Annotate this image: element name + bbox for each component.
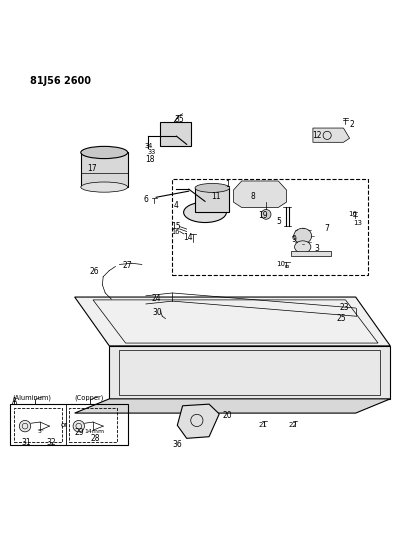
Text: 21: 21 bbox=[258, 422, 267, 429]
Text: 15: 15 bbox=[171, 222, 180, 231]
Text: 33: 33 bbox=[147, 149, 155, 155]
Text: 2: 2 bbox=[348, 120, 353, 130]
Text: 26: 26 bbox=[89, 267, 99, 276]
Text: 10: 10 bbox=[275, 262, 284, 268]
Text: 25: 25 bbox=[336, 314, 345, 323]
Text: A: A bbox=[12, 397, 18, 406]
Text: 13: 13 bbox=[352, 220, 361, 226]
Text: (Copper): (Copper) bbox=[74, 394, 103, 401]
Text: or: or bbox=[61, 422, 68, 427]
Text: 30: 30 bbox=[152, 308, 162, 317]
Text: 6: 6 bbox=[143, 195, 148, 204]
Circle shape bbox=[261, 209, 270, 219]
Text: 24: 24 bbox=[151, 294, 161, 303]
Text: 81J56 2600: 81J56 2600 bbox=[30, 76, 91, 86]
Circle shape bbox=[19, 421, 31, 432]
Bar bbox=[81, 152, 127, 187]
Text: 29: 29 bbox=[74, 428, 84, 437]
Text: 3: 3 bbox=[314, 245, 319, 254]
Ellipse shape bbox=[81, 182, 127, 192]
Polygon shape bbox=[74, 297, 389, 346]
Text: 32: 32 bbox=[46, 438, 56, 447]
Text: 22: 22 bbox=[288, 422, 296, 429]
Circle shape bbox=[73, 421, 84, 432]
Text: 7: 7 bbox=[324, 224, 329, 233]
Text: 23: 23 bbox=[339, 303, 348, 312]
Text: 20: 20 bbox=[222, 410, 231, 419]
Ellipse shape bbox=[195, 183, 229, 192]
Text: 31: 31 bbox=[22, 438, 31, 447]
Text: 5: 5 bbox=[275, 217, 280, 226]
Bar bbox=[10, 404, 128, 445]
Text: 28: 28 bbox=[90, 434, 99, 443]
Text: 14: 14 bbox=[183, 233, 192, 243]
Bar bbox=[160, 122, 190, 147]
Polygon shape bbox=[74, 399, 389, 413]
Ellipse shape bbox=[81, 147, 127, 159]
Text: 9: 9 bbox=[291, 235, 295, 244]
Bar bbox=[172, 179, 367, 274]
Bar bbox=[284, 265, 288, 268]
Ellipse shape bbox=[294, 241, 310, 253]
Polygon shape bbox=[290, 251, 330, 256]
Polygon shape bbox=[109, 346, 389, 399]
Ellipse shape bbox=[293, 228, 311, 244]
Text: 4: 4 bbox=[174, 201, 178, 210]
Text: 5°: 5° bbox=[38, 429, 45, 434]
Text: 16: 16 bbox=[347, 212, 356, 217]
Text: 16: 16 bbox=[171, 229, 180, 235]
Text: 35: 35 bbox=[174, 116, 184, 124]
Polygon shape bbox=[233, 181, 286, 207]
Text: 36: 36 bbox=[172, 440, 182, 449]
Text: 14mm: 14mm bbox=[84, 429, 104, 434]
Polygon shape bbox=[312, 128, 349, 142]
Bar bbox=[194, 188, 229, 212]
Polygon shape bbox=[177, 404, 219, 438]
Text: 17: 17 bbox=[87, 164, 97, 173]
Text: 11: 11 bbox=[211, 191, 220, 200]
Text: 27: 27 bbox=[122, 261, 131, 270]
Text: 34: 34 bbox=[144, 143, 153, 149]
Text: 19: 19 bbox=[257, 211, 267, 220]
Text: 1: 1 bbox=[225, 180, 229, 189]
Ellipse shape bbox=[183, 202, 226, 222]
Text: 12: 12 bbox=[312, 131, 321, 140]
Text: (Aluminum): (Aluminum) bbox=[12, 394, 51, 401]
Bar bbox=[68, 408, 116, 442]
Bar bbox=[13, 408, 61, 442]
Text: 8: 8 bbox=[250, 192, 255, 201]
Text: 18: 18 bbox=[145, 155, 155, 164]
